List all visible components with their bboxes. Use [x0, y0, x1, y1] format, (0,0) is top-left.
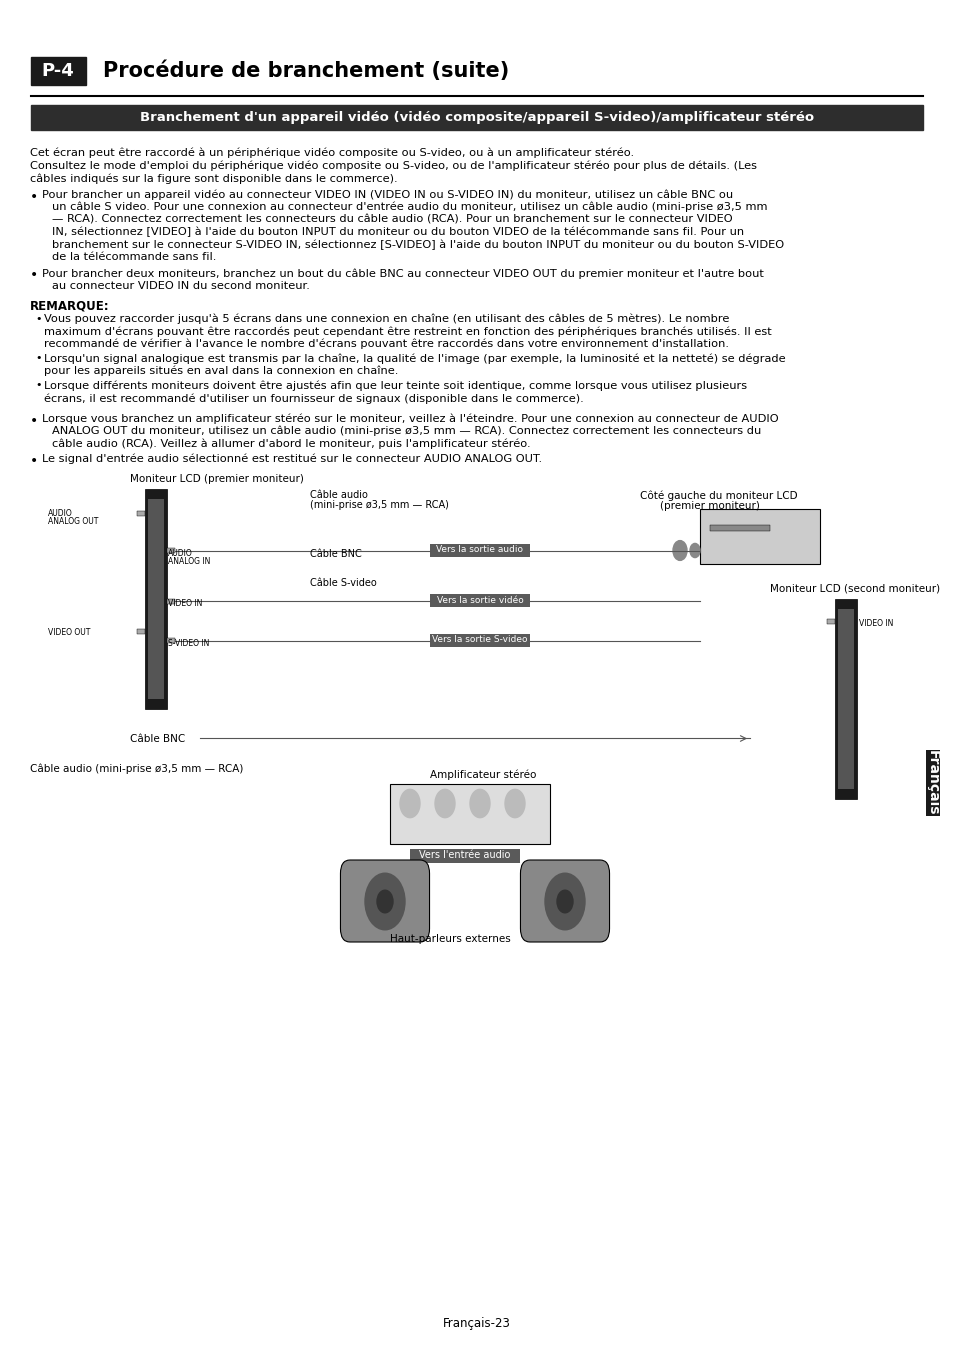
Text: P-4: P-4	[42, 62, 74, 80]
Text: (mini-prise ø3,5 mm — RCA): (mini-prise ø3,5 mm — RCA)	[310, 500, 449, 509]
Text: Amplificateur stéréo: Amplificateur stéréo	[430, 769, 536, 780]
Text: Haut-parleurs externes: Haut-parleurs externes	[390, 933, 510, 944]
Text: •: •	[30, 413, 38, 428]
Text: Français: Français	[925, 751, 939, 815]
Text: •: •	[35, 381, 42, 390]
Text: Pour brancher un appareil vidéo au connecteur VIDEO IN (VIDEO IN ou S-VIDEO IN) : Pour brancher un appareil vidéo au conne…	[42, 189, 732, 200]
Text: Côté gauche du moniteur LCD: Côté gauche du moniteur LCD	[639, 490, 797, 501]
Text: Moniteur LCD (premier moniteur): Moniteur LCD (premier moniteur)	[130, 474, 304, 485]
Circle shape	[365, 873, 405, 930]
Bar	[700, 509, 820, 563]
Circle shape	[672, 540, 686, 560]
Text: Câble audio: Câble audio	[310, 490, 368, 501]
Text: •: •	[35, 315, 42, 324]
Bar	[430, 633, 530, 647]
Text: •: •	[35, 354, 42, 363]
Text: VIDEO IN: VIDEO IN	[168, 598, 202, 608]
Text: Procédure de branchement (suite): Procédure de branchement (suite)	[103, 61, 509, 81]
Text: un câble S video. Pour une connexion au connecteur d'entrée audio du moniteur, u: un câble S video. Pour une connexion au …	[52, 202, 767, 212]
Text: Lorsque différents moniteurs doivent être ajustés afin que leur teinte soit iden: Lorsque différents moniteurs doivent êtr…	[44, 381, 746, 392]
Text: VIDEO OUT: VIDEO OUT	[48, 629, 91, 637]
Text: ANALOG OUT: ANALOG OUT	[48, 517, 98, 525]
Text: au connecteur VIDEO IN du second moniteur.: au connecteur VIDEO IN du second moniteu…	[52, 281, 310, 292]
Text: Vers l'entrée audio: Vers l'entrée audio	[419, 850, 510, 860]
Text: de la télécommande sans fil.: de la télécommande sans fil.	[52, 252, 216, 262]
Text: REMARQUE:: REMARQUE:	[30, 300, 110, 312]
Bar	[709, 525, 769, 531]
FancyBboxPatch shape	[520, 860, 609, 942]
Bar	[148, 498, 164, 698]
Text: VIDEO IN: VIDEO IN	[858, 618, 892, 628]
Bar	[167, 639, 174, 643]
Text: Consultez le mode d'emploi du périphérique vidéo composite ou S-video, ou de l'a: Consultez le mode d'emploi du périphériq…	[30, 161, 757, 171]
Text: Pour brancher deux moniteurs, branchez un bout du câble BNC au connecteur VIDEO : Pour brancher deux moniteurs, branchez u…	[42, 269, 763, 279]
Bar	[410, 849, 519, 863]
Text: Câble BNC: Câble BNC	[310, 548, 361, 559]
Text: Moniteur LCD (second moniteur): Moniteur LCD (second moniteur)	[769, 583, 939, 594]
Bar	[145, 489, 167, 709]
Circle shape	[504, 790, 524, 818]
Text: AUDIO: AUDIO	[48, 509, 72, 517]
Bar	[137, 629, 145, 634]
Text: écrans, il est recommandé d'utiliser un fournisseur de signaux (disponible dans : écrans, il est recommandé d'utiliser un …	[44, 393, 583, 404]
Bar	[837, 609, 853, 788]
Text: recommandé de vérifier à l'avance le nombre d'écrans pouvant être raccordés dans: recommandé de vérifier à l'avance le nom…	[44, 339, 728, 350]
Text: pour les appareils situés en aval dans la connexion en chaîne.: pour les appareils situés en aval dans l…	[44, 366, 398, 377]
Circle shape	[376, 890, 393, 913]
Text: Câble audio (mini-prise ø3,5 mm — RCA): Câble audio (mini-prise ø3,5 mm — RCA)	[30, 764, 243, 774]
Text: Français-23: Français-23	[442, 1318, 511, 1330]
Text: S-VIDEO IN: S-VIDEO IN	[168, 639, 209, 648]
Bar	[137, 512, 145, 516]
Text: •: •	[30, 189, 38, 204]
Text: maximum d'écrans pouvant être raccordés peut cependant être restreint en fonctio: maximum d'écrans pouvant être raccordés …	[44, 327, 771, 338]
Circle shape	[544, 873, 584, 930]
Bar	[834, 598, 856, 798]
Text: Lorsqu'un signal analogique est transmis par la chaîne, la qualité de l'image (p: Lorsqu'un signal analogique est transmis…	[44, 354, 785, 364]
Text: branchement sur le connecteur S-VIDEO IN, sélectionnez [S-VIDEO] à l'aide du bou: branchement sur le connecteur S-VIDEO IN…	[52, 239, 783, 250]
Bar	[167, 548, 174, 554]
Bar	[167, 599, 174, 603]
Text: ANALOG IN: ANALOG IN	[168, 556, 211, 566]
Circle shape	[689, 544, 700, 558]
FancyBboxPatch shape	[30, 105, 923, 130]
FancyBboxPatch shape	[30, 57, 86, 85]
Circle shape	[399, 790, 419, 818]
Text: Lorsque vous branchez un amplificateur stéréo sur le moniteur, veillez à l'étein: Lorsque vous branchez un amplificateur s…	[42, 413, 778, 424]
Text: AUDIO: AUDIO	[168, 548, 193, 558]
Text: câbles indiqués sur la figure sont disponible dans le commerce).: câbles indiqués sur la figure sont dispo…	[30, 173, 397, 184]
Text: •: •	[30, 269, 38, 282]
Text: Vers la sortie vidéo: Vers la sortie vidéo	[436, 597, 523, 606]
Bar	[430, 594, 530, 608]
Text: Vers la sortie audio: Vers la sortie audio	[436, 545, 523, 555]
Text: (premier moniteur): (premier moniteur)	[659, 501, 760, 510]
Text: Câble BNC: Câble BNC	[130, 733, 185, 744]
Circle shape	[470, 790, 490, 818]
Circle shape	[435, 790, 455, 818]
Circle shape	[557, 890, 573, 913]
Text: IN, sélectionnez [VIDEO] à l'aide du bouton INPUT du moniteur ou du bouton VIDEO: IN, sélectionnez [VIDEO] à l'aide du bou…	[52, 227, 743, 238]
Text: •: •	[30, 454, 38, 468]
Text: Vers la sortie S-video: Vers la sortie S-video	[432, 636, 527, 644]
Text: Le signal d'entrée audio sélectionné est restitué sur le connecteur AUDIO ANALOG: Le signal d'entrée audio sélectionné est…	[42, 454, 541, 464]
Bar	[390, 783, 550, 844]
Text: câble audio (RCA). Veillez à allumer d'abord le moniteur, puis l'amplificateur s: câble audio (RCA). Veillez à allumer d'a…	[52, 439, 530, 450]
Text: Branchement d'un appareil vidéo (vidéo composite/appareil S-video)/amplificateur: Branchement d'un appareil vidéo (vidéo c…	[140, 111, 813, 123]
FancyBboxPatch shape	[340, 860, 429, 942]
Text: — RCA). Connectez correctement les connecteurs du câble audio (RCA). Pour un bra: — RCA). Connectez correctement les conne…	[52, 215, 732, 224]
Bar	[430, 544, 530, 556]
Bar	[826, 620, 834, 624]
Text: Câble S-video: Câble S-video	[310, 579, 376, 589]
Text: ANALOG OUT du moniteur, utilisez un câble audio (mini-prise ø3,5 mm — RCA). Conn: ANALOG OUT du moniteur, utilisez un câbl…	[52, 427, 760, 436]
Text: Cet écran peut être raccordé à un périphérique vidéo composite ou S-video, ou à : Cet écran peut être raccordé à un périph…	[30, 148, 634, 158]
Text: Vous pouvez raccorder jusqu'à 5 écrans dans une connexion en chaîne (en utilisan: Vous pouvez raccorder jusqu'à 5 écrans d…	[44, 315, 729, 324]
